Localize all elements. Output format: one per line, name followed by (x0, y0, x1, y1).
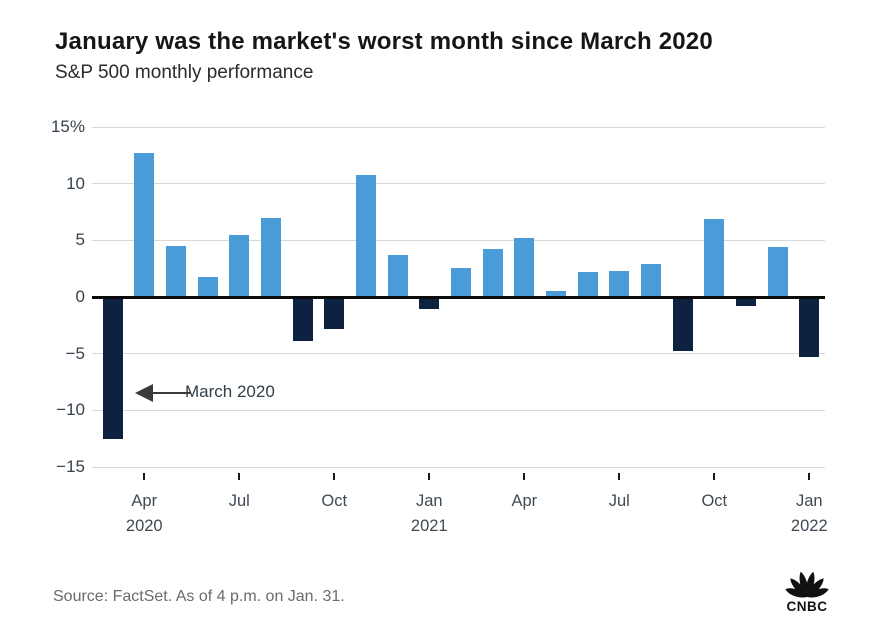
x-tick-label: Jul (194, 489, 284, 514)
y-tick-label: 0 (75, 287, 85, 306)
y-tick-label: −10 (56, 400, 85, 420)
x-tick-label: Apr (479, 489, 569, 514)
x-tick-label: Jul (574, 489, 664, 514)
x-tick-mark (713, 473, 716, 480)
bar-mar-2021 (482, 249, 503, 297)
x-label-month: Apr (131, 492, 158, 510)
x-tick-mark (143, 473, 146, 480)
x-tick-label: Apr 2020 (99, 489, 189, 539)
x-tick-label: Jan 2021 (384, 489, 474, 539)
bar-dec-2021 (767, 247, 788, 297)
bar-jan-2022 (799, 297, 820, 358)
x-label-month: Oct (701, 492, 728, 510)
gridline (92, 126, 825, 128)
x-label-month: Jul (608, 492, 630, 510)
x-tick-label: Oct (669, 489, 759, 514)
cnbc-logo: CNBC (776, 570, 838, 614)
cnbc-wordmark: CNBC (787, 599, 828, 614)
x-label-month: Jul (228, 492, 250, 510)
bar-feb-2021 (450, 267, 471, 297)
x-label-month: Oct (321, 492, 348, 510)
bar-jan-2021 (419, 297, 440, 310)
annotation-label: March 2020 (185, 382, 275, 401)
x-label-year: 2021 (410, 517, 448, 535)
x-label-year: 2022 (790, 517, 828, 535)
bar-oct-2021 (704, 218, 725, 297)
bar-mar-2020 (102, 297, 123, 439)
x-tick-mark (238, 473, 241, 480)
bar-apr-2021 (514, 238, 535, 297)
gridline (92, 239, 825, 241)
bar-may-2021 (545, 290, 566, 297)
gridline (92, 353, 825, 355)
source-note: Source: FactSet. As of 4 p.m. on Jan. 31… (53, 588, 345, 605)
bar-aug-2021 (640, 264, 661, 297)
bar-apr-2020 (134, 153, 155, 297)
x-tick-mark (808, 473, 811, 480)
bar-nov-2020 (355, 174, 376, 297)
bar-sep-2020 (292, 297, 313, 342)
bar-aug-2020 (260, 217, 281, 297)
arrow-line (152, 392, 190, 394)
y-tick-label: 10 (66, 173, 85, 193)
arrow-left-icon (135, 384, 153, 402)
x-tick-mark (618, 473, 621, 480)
y-tick-label: 5 (75, 230, 85, 250)
gridline (92, 183, 825, 185)
x-tick-label: Oct (289, 489, 379, 514)
x-label-month: Apr (511, 492, 538, 510)
x-tick-mark (428, 473, 431, 480)
bar-sep-2021 (672, 297, 693, 352)
bar-jul-2021 (609, 270, 630, 297)
y-tick-label: −5 (65, 343, 85, 363)
chart-subtitle: S&P 500 monthly performance (55, 62, 314, 83)
x-tick-mark (333, 473, 336, 480)
bar-nov-2021 (735, 297, 756, 307)
bar-oct-2020 (324, 297, 345, 329)
x-tick-label: Jan 2022 (764, 489, 854, 539)
y-tick-label: −15 (56, 457, 85, 476)
x-tick-mark (523, 473, 526, 480)
bar-dec-2020 (387, 255, 408, 297)
y-tick-label: 15% (50, 117, 85, 136)
x-label-year: 2020 (125, 517, 163, 535)
x-label-month: Jan (415, 492, 443, 510)
gridline (92, 466, 825, 468)
zero-axis-line (92, 295, 825, 299)
bar-jul-2020 (229, 234, 250, 297)
bar-jun-2021 (577, 272, 598, 297)
gridline (92, 409, 825, 411)
y-axis-labels: 15% 10 5 0 −5 −10 −15 (0, 117, 85, 476)
x-label-month: Jan (795, 492, 823, 510)
cnbc-peacock-icon: CNBC (785, 571, 829, 614)
plot-area: March 2020 Apr 2020 Jul Oct Jan 2021 Apr Jul Oct… (92, 126, 828, 535)
chart-title: January was the market's worst month sin… (55, 28, 713, 55)
bar-may-2020 (165, 246, 186, 297)
bar-jun-2020 (197, 276, 218, 297)
